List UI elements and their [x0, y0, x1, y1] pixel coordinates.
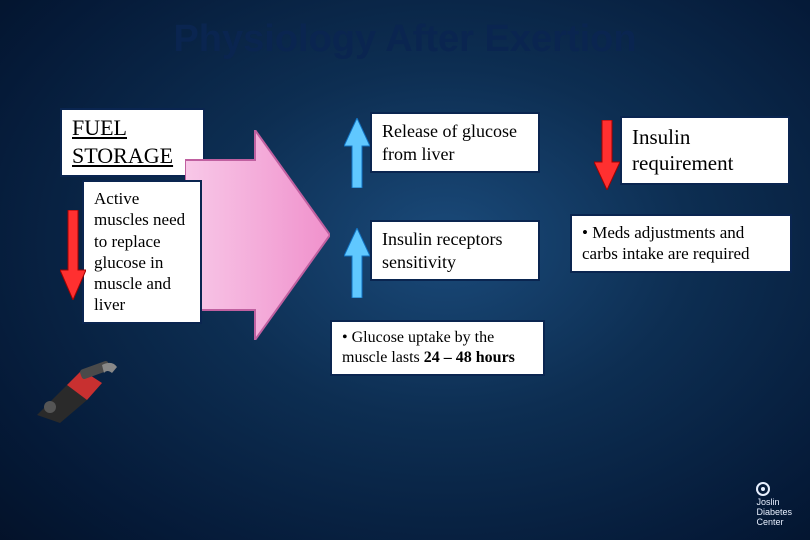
slide-title: Physiology After Exertion — [0, 18, 810, 61]
insulin-receptors-box: Insulin receptors sensitivity — [370, 220, 540, 281]
fuel-nozzle-icon — [32, 345, 122, 425]
insulin-requirement-box: Insulin requirement — [620, 116, 790, 185]
logo-line3: Center — [756, 518, 792, 528]
active-muscles-box: Active muscles need to replace glucose i… — [82, 180, 202, 324]
fuel-storage-box: FUEL STORAGE — [60, 108, 205, 177]
meds-adjustment-box: • Meds adjustments and carbs intake are … — [570, 214, 792, 273]
down-arrow-icon — [60, 210, 86, 300]
logo: Joslin Diabetes Center — [756, 482, 792, 528]
big-right-arrow — [185, 130, 330, 340]
up-arrow-icon — [344, 118, 370, 188]
uptake-duration: 24 – 48 hours — [424, 349, 515, 366]
release-glucose-box: Release of glucose from liver — [370, 112, 540, 173]
glucose-uptake-box: • Glucose uptake by the muscle lasts 24 … — [330, 320, 545, 376]
up-arrow-icon — [344, 228, 370, 298]
down-arrow-icon — [594, 120, 620, 190]
logo-icon — [756, 482, 770, 496]
